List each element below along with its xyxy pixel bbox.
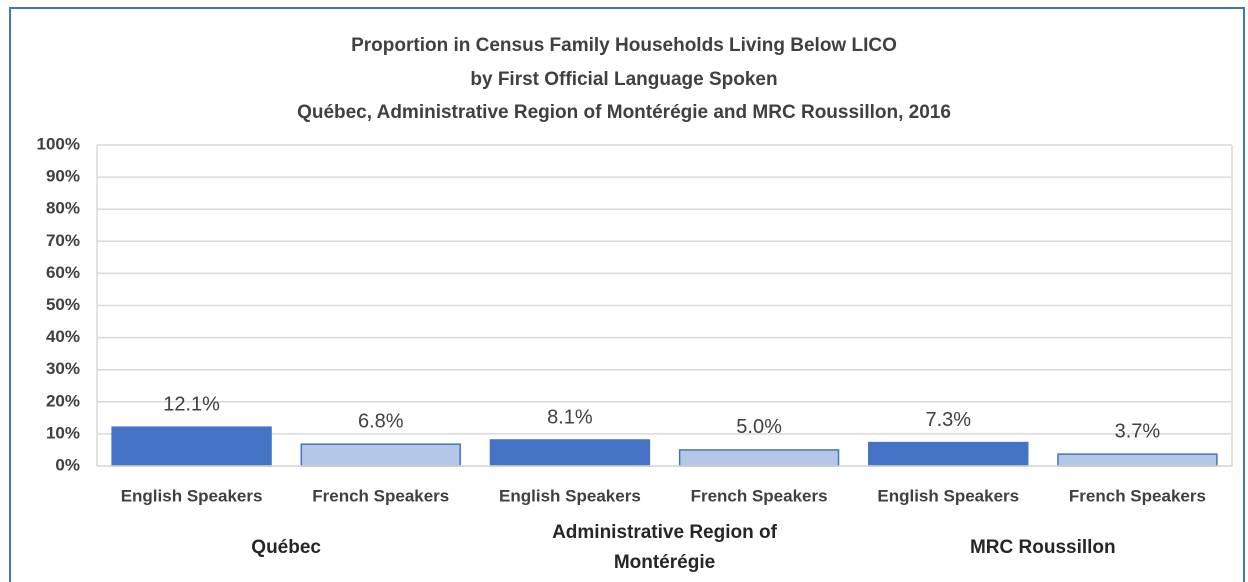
value-label: 12.1%	[163, 393, 220, 415]
group-label: Administrative Region of Montérégie	[552, 522, 777, 573]
y-tick-label: 100%	[37, 134, 80, 153]
x-tick-label: English Speakers	[499, 486, 641, 505]
value-label: 5.0%	[736, 416, 782, 438]
y-tick-label: 80%	[46, 199, 80, 218]
y-tick-label: 10%	[46, 423, 80, 442]
x-tick-label: French Speakers	[1069, 486, 1206, 505]
x-tick-label: English Speakers	[877, 486, 1019, 505]
chart-title: Proportion in Census Family Households L…	[351, 35, 897, 56]
y-tick-label: 90%	[46, 167, 80, 186]
y-tick-label: 20%	[46, 391, 80, 410]
y-tick-label: 60%	[46, 263, 80, 282]
chart-border	[9, 7, 1245, 582]
bar	[678, 449, 840, 467]
group-label: Québec	[251, 537, 321, 558]
bar	[868, 441, 1029, 467]
x-tick-label: English Speakers	[121, 486, 263, 505]
bar	[489, 439, 651, 467]
bar	[1057, 453, 1218, 467]
group-label: MRC Roussillon	[969, 537, 1116, 558]
x-tick-label: French Speakers	[312, 486, 449, 505]
bar	[300, 443, 461, 467]
value-label: 7.3%	[925, 409, 971, 431]
chart-title: by First Official Language Spoken	[470, 69, 777, 90]
x-tick-label: French Speakers	[691, 486, 828, 505]
value-label: 3.7%	[1115, 420, 1161, 442]
y-tick-label: 50%	[46, 295, 80, 314]
y-tick-label: 30%	[46, 359, 80, 378]
value-label: 6.8%	[358, 410, 404, 432]
value-label: 8.1%	[547, 406, 593, 428]
y-tick-label: 0%	[55, 455, 80, 474]
y-tick-label: 70%	[46, 231, 80, 250]
y-tick-label: 40%	[46, 327, 80, 346]
bar	[111, 426, 272, 467]
chart-title: Québec, Administrative Region of Montéré…	[297, 102, 951, 123]
